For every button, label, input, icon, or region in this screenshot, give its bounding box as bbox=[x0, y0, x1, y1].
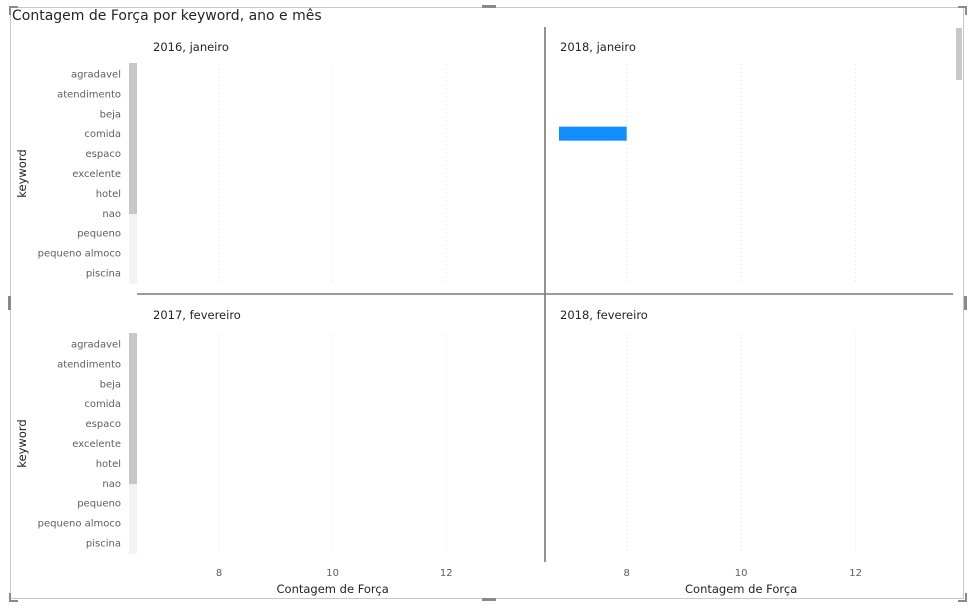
y-axis-title: keyword bbox=[15, 419, 29, 467]
category-label: pequeno bbox=[77, 229, 121, 240]
x-tick-label: 8 bbox=[623, 568, 629, 579]
x-axis-title: Contagem de Força bbox=[685, 582, 797, 596]
panel-label-2017-fevereiro: 2017, fevereiro bbox=[153, 308, 241, 322]
x-tick-label: 8 bbox=[216, 568, 222, 579]
panel-label-2018-fevereiro: 2018, fevereiro bbox=[560, 308, 648, 322]
category-label: hotel bbox=[96, 459, 121, 470]
x-tick-label: 10 bbox=[326, 568, 339, 579]
x-tick-label: 10 bbox=[735, 568, 748, 579]
resize-corner-bottom-right[interactable] bbox=[958, 593, 967, 602]
category-label: excelente bbox=[72, 439, 121, 450]
x-axis-title: Contagem de Força bbox=[277, 582, 389, 596]
x-tick-label: 12 bbox=[440, 568, 453, 579]
resize-handle-top[interactable] bbox=[482, 5, 496, 8]
category-label: atendimento bbox=[57, 89, 121, 100]
category-label: espaco bbox=[86, 419, 121, 430]
category-label: excelente bbox=[72, 169, 121, 180]
category-label: piscina bbox=[86, 539, 121, 550]
y-axis-title: keyword bbox=[15, 149, 29, 197]
category-label: pequeno almoco bbox=[38, 519, 121, 530]
chart-title: Contagem de Força por keyword, ano e mês bbox=[12, 8, 322, 24]
category-scrollbar-thumb bbox=[129, 63, 137, 215]
visual-scrollbar-thumb bbox=[956, 28, 962, 80]
panel-label-2018-janeiro: 2018, janeiro bbox=[560, 40, 636, 54]
resize-handle-bottom[interactable] bbox=[482, 598, 496, 601]
category-label: nao bbox=[102, 209, 121, 220]
category-label: piscina bbox=[86, 269, 121, 280]
resize-handle-left[interactable] bbox=[8, 296, 11, 310]
bar-comida bbox=[559, 126, 627, 141]
category-label: pequeno bbox=[77, 499, 121, 510]
category-label: nao bbox=[102, 479, 121, 490]
category-label: atendimento bbox=[57, 359, 121, 370]
resize-corner-bottom-left[interactable] bbox=[9, 593, 18, 602]
category-label: espaco bbox=[86, 149, 121, 160]
resize-handle-right[interactable] bbox=[964, 296, 967, 310]
panel-label-2016-janeiro: 2016, janeiro bbox=[153, 40, 229, 54]
x-tick-label: 12 bbox=[849, 568, 862, 579]
resize-corner-top-left[interactable] bbox=[9, 6, 18, 15]
category-label: hotel bbox=[96, 189, 121, 200]
resize-corner-top-right[interactable] bbox=[958, 6, 967, 15]
category-label: beja bbox=[100, 109, 121, 120]
category-label: beja bbox=[100, 379, 121, 390]
category-label: agradavel bbox=[71, 339, 121, 350]
category-label: comida bbox=[84, 129, 121, 140]
category-label: comida bbox=[84, 399, 121, 410]
category-label: agradavel bbox=[71, 69, 121, 80]
category-scrollbar-thumb bbox=[129, 333, 137, 485]
category-label: pequeno almoco bbox=[38, 249, 121, 260]
